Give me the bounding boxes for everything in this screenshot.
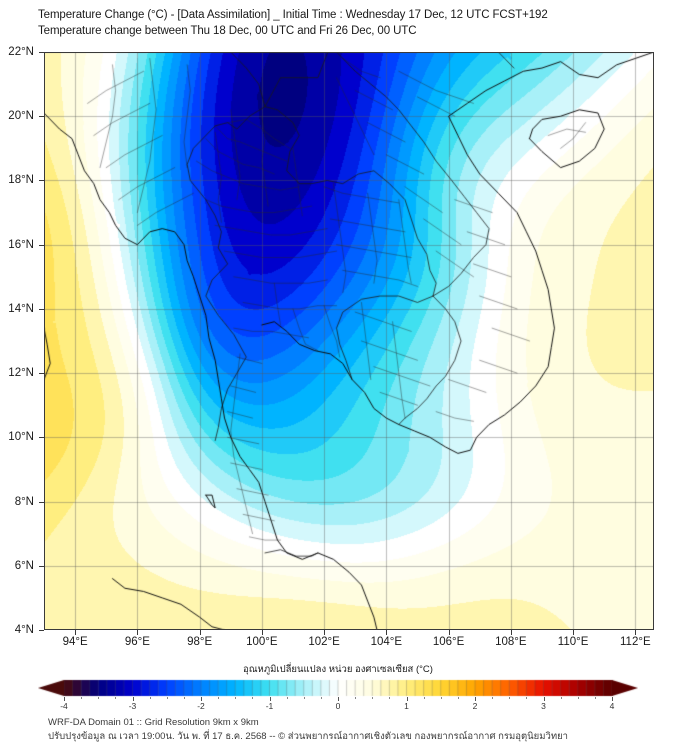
colorbar-tick-mark <box>252 697 254 699</box>
colorbar-tick-label: 1 <box>404 701 409 711</box>
colorbar-tick-mark <box>218 697 220 699</box>
x-tick-label: 100°E <box>246 636 278 648</box>
colorbar-tick-mark <box>183 697 185 699</box>
x-tick-label: 104°E <box>370 636 403 648</box>
colorbar-tick-mark <box>81 697 83 699</box>
colorbar-tick-mark <box>440 697 442 699</box>
colorbar-tick-mark <box>612 697 613 701</box>
y-tick-mark <box>39 501 44 503</box>
colorbar-tick-mark <box>98 697 100 699</box>
y-tick-mark <box>39 180 44 182</box>
colorbar-tick-mark <box>389 697 391 699</box>
x-tick-label: 112°E <box>620 636 651 648</box>
y-tick-label: 20°N <box>8 110 34 123</box>
x-tick-label: 98°E <box>187 636 213 648</box>
x-tick-mark <box>137 630 139 635</box>
colorbar-tick-mark <box>423 697 425 699</box>
y-tick-mark <box>39 52 44 53</box>
title-line-2: Temperature change between Thu 18 Dec, 0… <box>38 24 417 37</box>
colorbar-tick-mark <box>166 697 168 699</box>
colorbar-tick-mark <box>286 697 288 699</box>
colorbar-tick-mark <box>132 697 134 701</box>
x-tick-label: 110°E <box>557 636 589 648</box>
colorbar-tick-label: -1 <box>265 701 274 711</box>
y-tick-label: 22°N <box>8 46 34 58</box>
footer-line-2: ปรับปรุงข้อมูล ณ เวลา 19:00น. วัน พ. ที่… <box>48 731 568 742</box>
colorbar-tick-label: 3 <box>541 701 546 711</box>
chart-title-block: Temperature Change (°C) - [Data Assimila… <box>38 8 658 39</box>
colorbar-tick-mark <box>475 697 476 701</box>
x-tick-mark <box>573 630 575 635</box>
colorbar-tick-mark <box>509 697 511 699</box>
y-tick-mark <box>39 244 44 246</box>
y-tick-label: 8°N <box>14 495 34 508</box>
colorbar-tick-mark <box>303 697 305 699</box>
x-tick-mark <box>199 630 201 635</box>
y-tick-label: 6°N <box>14 559 34 572</box>
x-tick-mark <box>261 630 263 635</box>
colorbar-tick-mark <box>406 697 408 701</box>
colorbar-tick-label: -4 <box>60 701 68 711</box>
y-tick-mark <box>39 565 44 567</box>
colorbar-tick-label: 4 <box>609 701 615 711</box>
colorbar-tick-mark <box>594 697 596 699</box>
y-tick-label: 18°N <box>8 174 34 187</box>
colorbar-title: อุณหภูมิเปลี่ยนแปลง หน่วย องศาเซลเซียส (… <box>243 664 433 675</box>
colorbar-tick-mark <box>338 697 339 701</box>
colorbar-tick-mark <box>543 697 545 701</box>
colorbar-tick-mark <box>372 697 374 699</box>
y-axis-labels: 4°N 6°N 8°N 10°N 12°N 14°N 16°N 18°N 20°N 22°N <box>0 46 40 636</box>
colorbar-tick-mark <box>457 697 459 699</box>
x-tick-label: 102°E <box>308 636 340 648</box>
y-tick-label: 4°N <box>14 624 34 636</box>
x-tick-mark <box>510 630 512 635</box>
x-tick-mark <box>324 630 326 635</box>
y-tick-label: 10°N <box>8 431 34 444</box>
colorbar-ticks: -4 -3 -2 -1 0 1 2 3 4 <box>38 697 638 711</box>
y-tick-label: 14°N <box>8 302 34 315</box>
colorbar-tick-mark <box>149 697 151 699</box>
x-tick-mark <box>448 630 450 635</box>
colorbar-tick-mark <box>64 697 65 701</box>
temperature-anomaly-map <box>44 52 654 630</box>
colorbar-gradient <box>38 679 638 697</box>
map-plot-area: 94°E 96°E 98°E 100°E 102°E 104°E 106°E 108°E 110… <box>39 52 654 648</box>
y-tick-mark <box>39 373 44 375</box>
colorbar-tick-mark <box>320 697 322 699</box>
x-tick-label: 94°E <box>62 636 88 648</box>
colorbar-row <box>38 679 638 697</box>
x-tick-mark <box>75 630 77 635</box>
colorbar-tick-mark <box>115 697 117 699</box>
colorbar-tick-label: -3 <box>128 701 137 711</box>
colorbar-tick-mark <box>577 697 579 699</box>
x-tick-mark <box>635 630 637 635</box>
colorbar-tick-mark <box>526 697 528 699</box>
colorbar-tick-mark <box>201 697 202 701</box>
x-tick-label: 96°E <box>124 636 150 648</box>
x-tick-label: 108°E <box>495 636 527 648</box>
colorbar-tick-mark <box>269 697 271 701</box>
colorbar-block: อุณหภูมิเปลี่ยนแปลง หน่วย องศาเซลเซียส (… <box>38 662 638 711</box>
x-tick-label: 106°E <box>432 636 465 648</box>
y-tick-label: 16°N <box>8 238 34 251</box>
y-tick-mark <box>39 116 44 118</box>
y-tick-mark <box>39 308 44 310</box>
colorbar-tick-label: 0 <box>335 701 341 711</box>
colorbar-tick-label: -2 <box>197 701 205 711</box>
y-tick-mark <box>39 437 44 439</box>
colorbar-tick-label: 2 <box>472 701 478 711</box>
colorbar-tick-mark <box>560 697 562 699</box>
x-tick-mark <box>386 630 388 635</box>
colorbar-tick-mark <box>492 697 494 699</box>
colorbar-tick-mark <box>355 697 357 699</box>
colorbar-tick-mark <box>235 697 237 699</box>
y-tick-mark <box>39 630 44 631</box>
footer-block: WRF-DA Domain 01 :: Grid Resolution 9km … <box>48 716 658 744</box>
footer-line-1: WRF-DA Domain 01 :: Grid Resolution 9km … <box>48 717 259 728</box>
y-tick-label: 12°N <box>8 367 34 380</box>
title-line-1: Temperature Change (°C) - [Data Assimila… <box>38 9 548 21</box>
